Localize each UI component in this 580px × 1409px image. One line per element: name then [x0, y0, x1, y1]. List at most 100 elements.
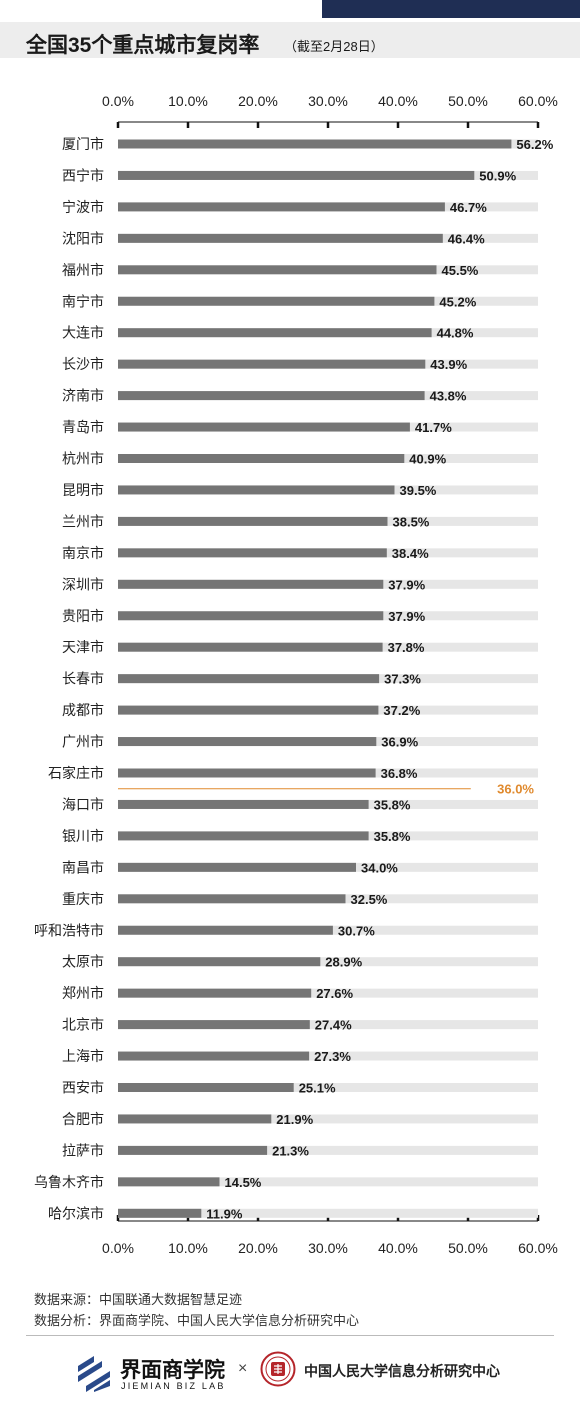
bar	[118, 1208, 202, 1218]
category-label: 广州市	[62, 734, 104, 750]
top-tick-label: 30.0%	[308, 93, 348, 109]
bar	[118, 296, 435, 306]
category-label: 西安市	[62, 1080, 104, 1096]
bar-value-label: 40.9%	[409, 452, 446, 467]
category-label: 呼和浩特市	[34, 922, 104, 938]
bar-value-label: 36.9%	[381, 735, 418, 750]
bar	[118, 988, 312, 998]
top-tick-label: 0.0%	[102, 93, 134, 109]
category-label: 长沙市	[62, 356, 104, 372]
bar-value-label: 14.5%	[225, 1175, 262, 1190]
bar	[118, 611, 384, 621]
category-label: 宁波市	[62, 199, 104, 215]
bar	[118, 170, 475, 180]
data-analysis-note: 数据分析：界面商学院、中国人民大学信息分析研究中心	[34, 1313, 360, 1328]
category-label: 西宁市	[62, 167, 104, 183]
bar-track	[118, 1145, 538, 1155]
bar-value-label: 37.8%	[388, 640, 425, 655]
bottom-tick-label: 30.0%	[308, 1240, 348, 1256]
bar	[118, 328, 432, 338]
bar-value-label: 37.2%	[383, 703, 420, 718]
bar-value-label: 45.2%	[439, 294, 476, 309]
bar-value-label: 56.2%	[516, 137, 553, 152]
bar	[118, 862, 356, 872]
bar-track	[118, 988, 538, 998]
bar-value-label: 43.8%	[430, 389, 467, 404]
bar-track	[118, 957, 538, 967]
bar-value-label: 25.1%	[299, 1081, 336, 1096]
category-label: 南昌市	[62, 859, 104, 875]
bottom-tick-label: 40.0%	[378, 1240, 418, 1256]
bar	[118, 579, 384, 589]
category-label: 南京市	[62, 545, 104, 561]
category-label: 兰州市	[62, 513, 104, 529]
bar	[118, 485, 395, 495]
bar-value-label: 46.4%	[448, 231, 485, 246]
ruc-center-name: 中国人民大学信息分析研究中心	[304, 1363, 500, 1379]
bar-value-label: 38.5%	[393, 514, 430, 529]
bar	[118, 422, 410, 432]
category-label: 福州市	[62, 262, 104, 278]
top-tick-label: 20.0%	[238, 93, 278, 109]
category-label: 拉萨市	[62, 1142, 104, 1158]
bar-value-label: 46.7%	[450, 200, 487, 215]
bar-value-label: 37.9%	[388, 577, 425, 592]
bar	[118, 516, 388, 526]
bar-value-label: 38.4%	[392, 546, 429, 561]
bar	[118, 391, 425, 401]
bar	[118, 454, 405, 463]
category-label: 昆明市	[62, 482, 104, 498]
bar-track	[118, 1020, 538, 1030]
category-label: 贵阳市	[62, 608, 104, 624]
bottom-tick-label: 50.0%	[448, 1240, 488, 1256]
bar	[118, 1177, 220, 1187]
bar	[118, 705, 379, 715]
bar-value-label: 34.0%	[361, 860, 398, 875]
category-label: 北京市	[62, 1017, 104, 1033]
category-label: 太原市	[62, 954, 104, 970]
category-label: 厦门市	[62, 136, 104, 152]
category-label: 重庆市	[62, 891, 104, 907]
category-label: 杭州市	[62, 451, 104, 467]
bottom-tick-label: 0.0%	[102, 1240, 134, 1256]
category-label: 郑州市	[62, 985, 104, 1001]
bar-value-label: 41.7%	[415, 420, 452, 435]
top-tick-label: 40.0%	[378, 93, 418, 109]
category-label: 成都市	[62, 702, 104, 718]
bar-value-label: 27.3%	[314, 1049, 351, 1064]
category-label: 青岛市	[62, 419, 104, 435]
category-label: 乌鲁木齐市	[34, 1174, 104, 1190]
category-label: 银川市	[62, 828, 104, 844]
category-label: 海口市	[62, 796, 104, 812]
bar	[118, 925, 333, 935]
bar	[118, 548, 387, 558]
ruc-seal-icon	[260, 1351, 296, 1387]
category-label: 上海市	[62, 1048, 104, 1064]
bar-value-label: 50.9%	[479, 168, 516, 183]
bar-value-label: 39.5%	[400, 483, 437, 498]
bar	[118, 1083, 294, 1092]
bar-value-label: 28.9%	[325, 955, 362, 970]
bar-track	[118, 1208, 538, 1218]
category-label: 济南市	[62, 388, 104, 404]
category-label: 沈阳市	[62, 230, 104, 246]
title-band	[0, 22, 580, 58]
top-tick-label: 50.0%	[448, 93, 488, 109]
bar-value-label: 35.8%	[374, 829, 411, 844]
bar-track	[118, 1051, 538, 1061]
jiemian-brand-name: 界面商学院	[120, 1359, 225, 1382]
bar	[118, 233, 443, 243]
category-label: 深圳市	[62, 576, 104, 592]
bar-value-label: 27.6%	[316, 986, 353, 1001]
bar-value-label: 32.5%	[351, 892, 388, 907]
bar	[118, 1145, 268, 1155]
reference-line-label: 36.0%	[497, 782, 534, 797]
bottom-tick-label: 10.0%	[168, 1240, 208, 1256]
bar-value-label: 27.4%	[315, 1018, 352, 1033]
partnership-cross: ×	[238, 1360, 248, 1377]
bar	[118, 265, 437, 275]
bar-value-label: 36.8%	[381, 766, 418, 781]
bar-track	[118, 1177, 538, 1187]
bar	[118, 1020, 310, 1030]
bottom-tick-label: 60.0%	[518, 1240, 558, 1256]
